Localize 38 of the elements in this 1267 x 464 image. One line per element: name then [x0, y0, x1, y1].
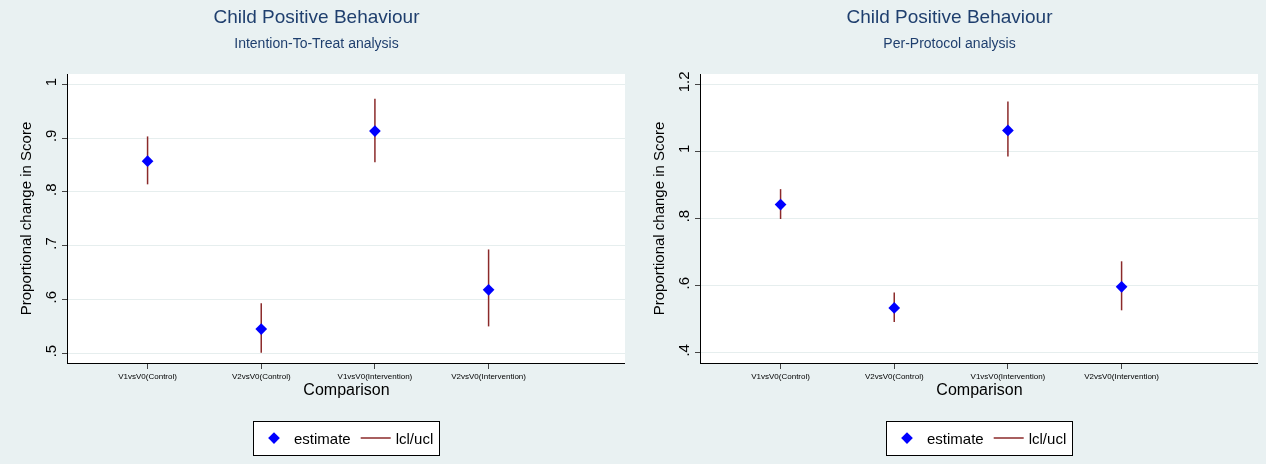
legend-label: lcl/ucl	[1028, 429, 1067, 447]
y-tick-label: .8	[42, 183, 59, 196]
y-axis-title: Proportional change in Score	[17, 121, 35, 316]
y-tick-label: 1.2	[675, 71, 692, 93]
y-tick-label: .4	[675, 344, 692, 357]
chart-subtitle: Per-Protocol analysis	[883, 34, 1016, 51]
point	[888, 302, 901, 314]
y-tick-label: .7	[42, 237, 59, 250]
x-tick-label: V1vsV0(Intervention)	[337, 371, 413, 381]
point	[1002, 124, 1014, 137]
point	[141, 155, 154, 168]
x-tick-label: V2vsV0(Intervention)	[451, 371, 527, 381]
x-tick-label: V1vsV0(Control)	[118, 371, 178, 381]
x-tick-label: V2vsV0(Intervention)	[1084, 371, 1160, 381]
y-tick-label: .5	[42, 344, 59, 358]
chart-subtitle: Intention-To-Treat analysis	[234, 34, 399, 51]
y-tick-label: 1	[42, 77, 59, 87]
x-axis-title: Comparison	[936, 380, 1023, 398]
y-tick-label: .6	[42, 290, 59, 304]
chart-title: Child Positive Behaviour	[846, 6, 1054, 28]
chart-title: Child Positive Behaviour	[213, 6, 421, 28]
x-tick-label: V2vsV0(Control)	[231, 371, 291, 381]
legend-label: lcl/ucl	[395, 429, 434, 447]
y-axis-title: Proportional change in Score	[650, 121, 668, 316]
x-tick-label: V2vsV0(Control)	[864, 371, 924, 381]
y-tick-label: .8	[675, 209, 692, 223]
x-axis-title: Comparison	[303, 380, 390, 398]
point	[255, 323, 268, 335]
x-tick-label: V1vsV0(Intervention)	[970, 371, 1046, 381]
point	[1115, 280, 1128, 293]
legend-label: estimate	[927, 429, 984, 447]
x-tick-label: V1vsV0(Control)	[751, 371, 811, 381]
point	[774, 198, 787, 211]
y-tick-label: .6	[675, 276, 692, 290]
y-tick-label: 1	[675, 144, 692, 154]
y-tick-label: .9	[42, 129, 59, 143]
point	[482, 283, 495, 296]
legend-label: estimate	[294, 429, 351, 447]
